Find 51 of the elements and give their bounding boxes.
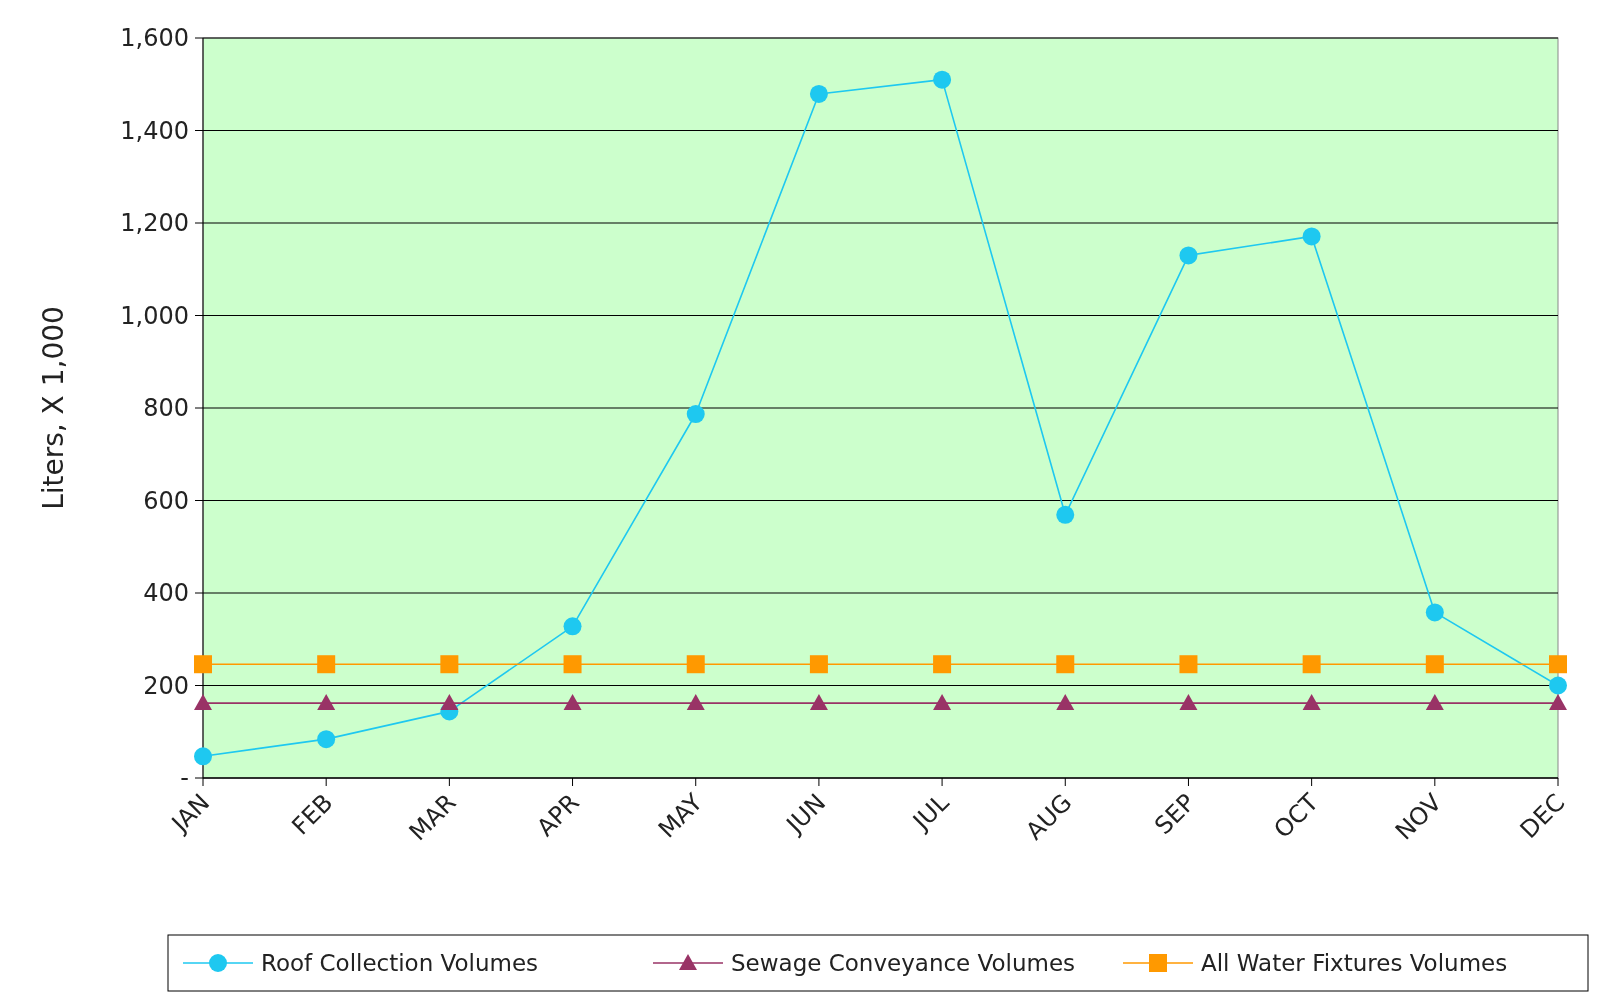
point [686, 405, 705, 424]
y-tick-label: 1,400 [120, 116, 189, 145]
point [317, 694, 336, 711]
point [1425, 655, 1444, 674]
point [933, 694, 952, 711]
legend-label: All Water Fixtures Volumes [1201, 950, 1508, 977]
y-tick-label: 800 [143, 394, 189, 423]
point [1302, 655, 1321, 674]
point [686, 694, 705, 711]
x-tick-label: SEP [1149, 788, 1201, 840]
y-tick-label: 400 [143, 579, 189, 608]
y-tick-label: 1,200 [120, 209, 189, 238]
point [194, 747, 212, 766]
point [563, 617, 582, 636]
point [1425, 694, 1444, 711]
point [1302, 694, 1321, 711]
point [809, 84, 828, 103]
point [809, 694, 828, 711]
point [933, 70, 952, 89]
point [1425, 603, 1444, 622]
point [1179, 694, 1198, 711]
point [440, 694, 459, 711]
point [809, 655, 828, 674]
point [194, 655, 212, 674]
x-tick-label: FEB [286, 788, 339, 841]
y-tick-label: 200 [143, 671, 189, 700]
point [933, 655, 952, 674]
point [1302, 227, 1321, 246]
point [1179, 655, 1198, 674]
point [1549, 676, 1567, 695]
point [1549, 655, 1567, 674]
point [1056, 505, 1075, 524]
y-axis-title: Liters, X 1,000 [37, 306, 70, 510]
point [317, 730, 336, 749]
point [194, 694, 212, 711]
point [1549, 694, 1567, 711]
point [563, 655, 582, 674]
y-tick-label: 600 [143, 486, 189, 515]
point [317, 655, 336, 674]
y-tick-label: - [180, 764, 189, 793]
point [1056, 655, 1075, 674]
legend-label: Sewage Conveyance Volumes [731, 950, 1076, 977]
point [440, 655, 459, 674]
y-tick-label: 1,600 [120, 24, 189, 53]
x-tick-label: JUL [906, 788, 955, 837]
point [686, 655, 705, 674]
legend-label: Roof Collection Volumes [261, 950, 539, 977]
point [1179, 246, 1198, 265]
y-tick-label: 1,000 [120, 301, 189, 330]
point [563, 694, 582, 711]
point [1056, 694, 1075, 711]
